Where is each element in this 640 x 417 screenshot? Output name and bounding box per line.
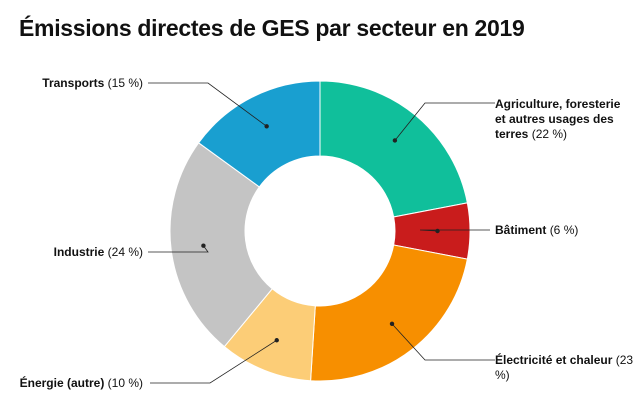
leader-line-energie-autre [150, 339, 277, 384]
leader-dot-energie-autre [274, 338, 279, 343]
label-agriculture: Agriculture, foresterie et autres usages… [495, 97, 625, 142]
label-electricite-name: Électricité et chaleur [495, 353, 613, 367]
slice-transports [197, 80, 321, 188]
slice-agriculture-foresterie-et-autres-usages-des-terres [319, 80, 468, 218]
leader-line-transports [148, 82, 267, 127]
label-industrie-pct: (24 %) [107, 245, 143, 259]
label-transports-pct: (15 %) [107, 76, 143, 90]
slice-industrie [169, 142, 273, 348]
label-transports-name: Transports [42, 76, 105, 90]
label-transports: Transports (15 %) [42, 76, 143, 91]
leader-line-electricite-et-chaleur [391, 323, 495, 361]
label-agriculture-name: Agriculture, foresterie et autres usages… [495, 97, 621, 141]
leader-dot-batiment [435, 228, 440, 234]
label-energie-autre-name: Énergie (autre) [19, 376, 105, 390]
slice-electricite-et-chaleur [310, 244, 468, 382]
leader-dot-electricite-et-chaleur [389, 321, 395, 327]
label-electricite-pct: (23 %) [495, 353, 634, 382]
label-batiment: Bâtiment (6 %) [495, 223, 578, 238]
label-batiment-pct: (6 %) [549, 223, 579, 237]
leader-dot-agriculture-foresterie-et-autres-usages-des-terres [392, 138, 398, 143]
label-electricite: Électricité et chaleur (23 %) [495, 353, 635, 383]
label-industrie-name: Industrie [53, 245, 105, 259]
label-industrie: Industrie (24 %) [54, 245, 143, 260]
leader-line-batiment [419, 229, 490, 232]
leader-line-agriculture-foresterie-et-autres-usages-des-terres [394, 102, 495, 141]
leader-dot-transports [264, 124, 269, 129]
label-agriculture-pct: (22 %) [531, 127, 568, 141]
leader-line-industrie [148, 245, 209, 253]
label-energie-autre: Énergie (autre) (10 %) [20, 376, 143, 391]
label-batiment-name: Bâtiment [495, 223, 547, 237]
leader-dot-industrie [201, 243, 206, 248]
label-energie-autre-pct: (10 %) [107, 376, 143, 390]
chart-title: Émissions directes de GES par secteur en… [19, 15, 525, 41]
